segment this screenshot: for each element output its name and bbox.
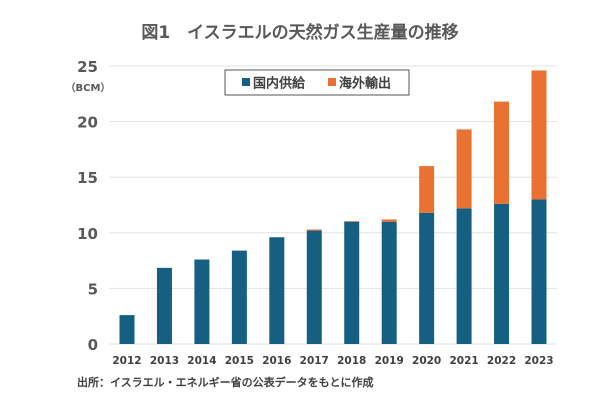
bar-domestic-2014 bbox=[194, 259, 210, 344]
legend-swatch-domestic bbox=[242, 78, 250, 86]
y-tick-label: 0 bbox=[88, 336, 98, 354]
x-tick-label: 2016 bbox=[262, 355, 291, 367]
legend-swatch-export bbox=[328, 78, 336, 86]
legend-label-export: 海外輸出 bbox=[339, 76, 391, 92]
x-tick-label: 2021 bbox=[449, 355, 478, 367]
x-tick-label: 2023 bbox=[524, 355, 553, 367]
bar-export-2017 bbox=[306, 229, 322, 231]
legend-frame bbox=[224, 69, 410, 96]
legend-label-domestic: 国内供給 bbox=[253, 76, 306, 92]
bar-export-2019 bbox=[381, 219, 397, 222]
y-tick-label: 5 bbox=[88, 280, 98, 298]
x-tick-label: 2012 bbox=[112, 355, 141, 367]
x-tick-label: 2020 bbox=[412, 355, 441, 367]
y-tick-label: 15 bbox=[77, 169, 98, 187]
bar-export-2023 bbox=[531, 70, 547, 200]
x-tick-label: 2015 bbox=[225, 355, 254, 367]
bar-domestic-2015 bbox=[231, 250, 247, 344]
bar-domestic-2023 bbox=[531, 199, 547, 344]
bar-domestic-2018 bbox=[344, 221, 360, 344]
bar-export-2018 bbox=[344, 221, 360, 222]
y-axis-unit-label: （BCM） bbox=[66, 81, 111, 94]
bar-domestic-2012 bbox=[119, 315, 135, 344]
x-tick-label: 2022 bbox=[487, 355, 516, 367]
gridlines bbox=[109, 65, 557, 345]
bar-domestic-2019 bbox=[381, 221, 397, 344]
bar-domestic-2017 bbox=[306, 230, 322, 344]
bars bbox=[119, 70, 547, 344]
bar-domestic-2016 bbox=[269, 237, 285, 344]
y-tick-label: 10 bbox=[77, 225, 98, 243]
y-axis-ticks: 0 5 10 15 20 25 bbox=[77, 58, 98, 354]
bar-export-2021 bbox=[456, 129, 472, 209]
y-tick-label: 25 bbox=[77, 58, 98, 76]
x-tick-label: 2017 bbox=[300, 355, 329, 367]
x-tick-label: 2013 bbox=[150, 355, 179, 367]
x-tick-label: 2014 bbox=[187, 355, 216, 367]
legend: 国内供給 海外輸出 bbox=[224, 69, 410, 96]
bar-domestic-2022 bbox=[494, 203, 510, 344]
chart-title: 図1 イスラエルの天然ガス生産量の推移 bbox=[141, 22, 458, 43]
bar-export-2020 bbox=[419, 166, 435, 213]
x-tick-label: 2018 bbox=[337, 355, 366, 367]
x-tick-label: 2019 bbox=[375, 355, 404, 367]
y-tick-label: 20 bbox=[77, 114, 98, 132]
bar-export-2022 bbox=[494, 101, 510, 204]
source-note: 出所：イスラエル・エネルギー省の公表データをもとに作成 bbox=[77, 375, 373, 389]
bar-domestic-2021 bbox=[456, 208, 472, 344]
bar-domestic-2020 bbox=[419, 212, 435, 344]
bar-domestic-2013 bbox=[156, 267, 172, 344]
x-axis-ticks: 2012 2013 2014 2015 2016 2017 2018 2019 2020 2021… bbox=[112, 355, 553, 367]
